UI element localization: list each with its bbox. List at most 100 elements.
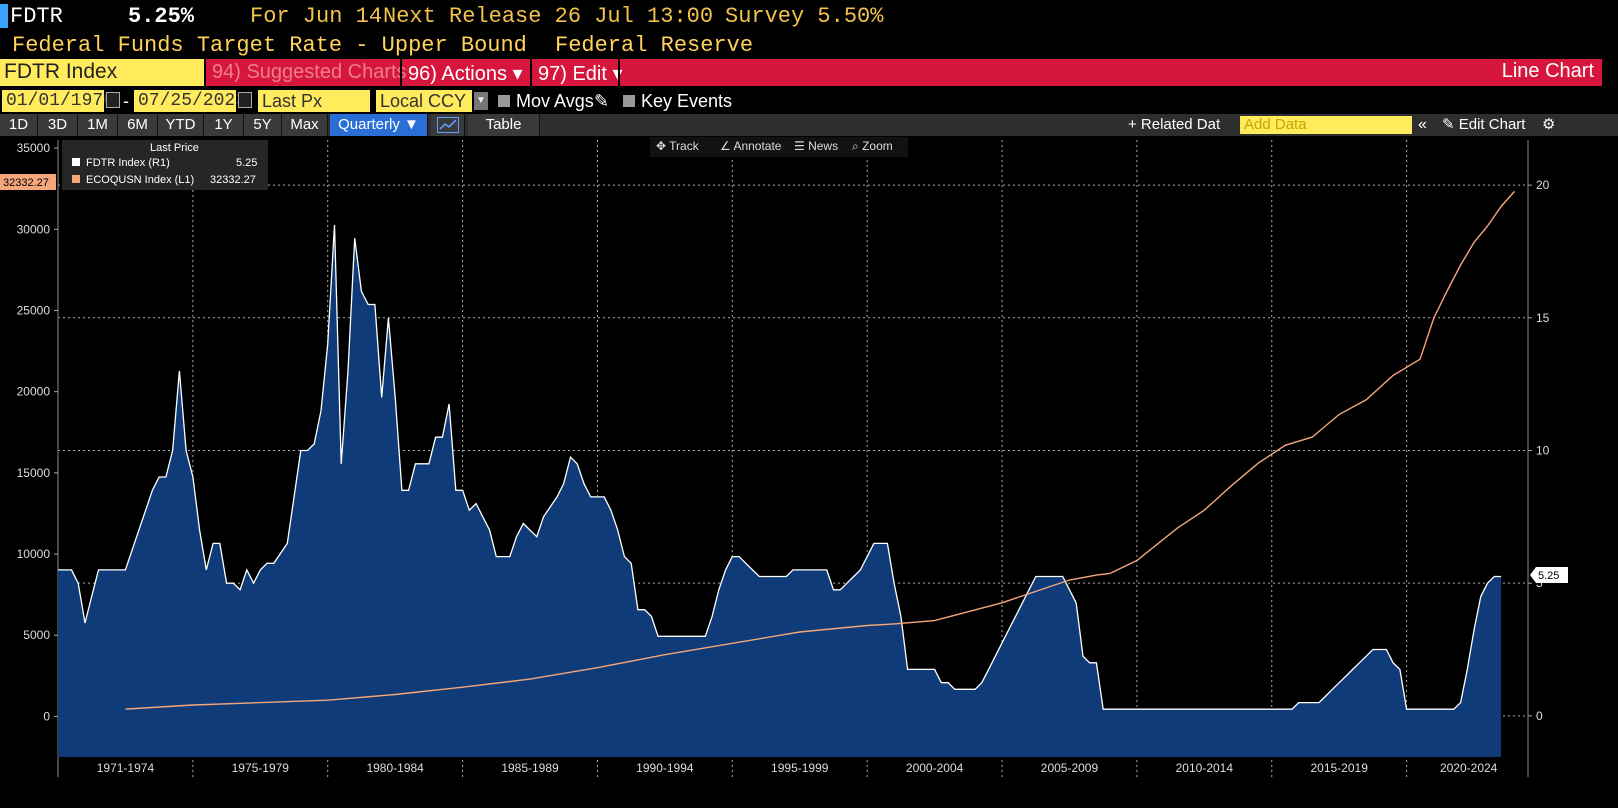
x-tick-label: 2000-2004: [906, 761, 964, 775]
legend-label-fdtr: FDTR Index (R1): [86, 157, 170, 169]
mov-avgs-label: Mov Avgs: [516, 91, 594, 111]
right-tick-label: 20: [1536, 178, 1550, 192]
left-tick-label: 10000: [17, 547, 51, 561]
left-tick-label: 30000: [17, 222, 51, 236]
period-3d-button[interactable]: 3D: [38, 114, 78, 136]
gear-icon[interactable]: ⚙: [1542, 116, 1556, 133]
ticker: FDTR: [10, 4, 63, 29]
source: Federal Reserve: [555, 33, 754, 58]
left-tick-label: 35000: [17, 141, 51, 155]
add-data-input[interactable]: Add Data: [1240, 116, 1412, 134]
legend: Last Price FDTR Index (R1) 5.25 ECOQUSN …: [62, 140, 268, 190]
command-bar: FDTR Index 94) Suggested Charts 96) Acti…: [0, 59, 1602, 86]
x-tick-label: 1985-1989: [501, 761, 559, 775]
actions-menu[interactable]: 96) Actions ▾: [400, 59, 529, 86]
x-tick-label: 1995-1999: [771, 761, 829, 775]
edit-menu[interactable]: 97) Edit ▾: [530, 59, 629, 86]
left-tick-label: 5000: [23, 628, 50, 642]
field-select[interactable]: Last Px: [258, 90, 370, 112]
legend-value-fdtr: 5.25: [236, 157, 257, 169]
legend-background: [62, 140, 268, 190]
left-tick-label: 0: [43, 709, 50, 723]
description: Federal Funds Target Rate - Upper Bound: [12, 33, 527, 58]
period-1m-button[interactable]: 1M: [78, 114, 118, 136]
start-date-input[interactable]: 01/01/1970: [2, 90, 114, 112]
security-description: Federal Funds Target Rate - Upper Bound …: [0, 32, 1618, 58]
security-input[interactable]: FDTR Index: [0, 59, 204, 86]
legend-swatch-fdtr: [72, 158, 80, 166]
right-tick-label: 5: [1536, 576, 1543, 590]
right-tick-label: 10: [1536, 443, 1550, 457]
x-tick-label: 1975-1979: [232, 761, 290, 775]
line-chart-toggle-icon[interactable]: [431, 114, 465, 136]
x-tick-label: 1980-1984: [366, 761, 424, 775]
edit-chart-button[interactable]: ✎ Edit Chart: [1442, 116, 1526, 133]
period-6m-button[interactable]: 6M: [118, 114, 158, 136]
last-price: 5.25%: [128, 4, 195, 29]
period-1y-button[interactable]: 1Y: [204, 114, 244, 136]
right-value-tag-text: 5.25: [1538, 570, 1559, 582]
currency-select[interactable]: Local CCY: [376, 90, 472, 112]
frequency-select[interactable]: Quarterly ▼: [330, 114, 428, 136]
legend-title: Last Price: [150, 142, 199, 154]
x-tick-label: 2015-2019: [1310, 761, 1368, 775]
period-max-button[interactable]: Max: [282, 114, 328, 136]
for-date: For Jun 14: [250, 4, 383, 29]
period-ytd-button[interactable]: YTD: [158, 114, 204, 136]
fdtr-area-fill: [58, 224, 1501, 757]
ecoqusn-line-path: [125, 190, 1516, 710]
legend-value-ecoqusn: 32332.27: [210, 174, 256, 186]
fdtr-line: [58, 224, 1501, 710]
x-tick-label: 2005-2009: [1041, 761, 1099, 775]
x-axis: 1971-1974 1975-1979 1980-1984 1985-1989 1990…: [97, 761, 1498, 775]
ecoqusn-line: [125, 190, 1516, 710]
left-value-tag-text: 32332.27: [3, 177, 49, 189]
legend-swatch-ecoqusn: [72, 175, 80, 183]
right-axis: 0 5 10 15 20: [1528, 178, 1550, 723]
x-tick-label: 2020-2024: [1440, 761, 1498, 775]
annotate-button[interactable]: ∠ Annotate: [720, 139, 782, 153]
related-data-button[interactable]: + Related Dat: [1128, 116, 1221, 133]
right-tick-label: 15: [1536, 311, 1550, 325]
left-tick-label: 20000: [17, 385, 51, 399]
currency-dropdown-icon[interactable]: ▼: [474, 92, 488, 110]
right-value-tag: 5.25: [1530, 567, 1568, 583]
left-axis: 0 5000 10000 15000 20000 25000 30000 35000: [17, 141, 58, 723]
x-tick-label: 1990-1994: [636, 761, 694, 775]
collapse-icon[interactable]: «: [1418, 116, 1427, 133]
key-events-checkbox[interactable]: [623, 95, 635, 107]
key-events-label: Key Events: [641, 91, 733, 111]
end-calendar-icon[interactable]: [238, 92, 252, 108]
zoom-button[interactable]: ⌕ Zoom: [852, 139, 893, 153]
ticker-accent: [0, 4, 8, 28]
mov-avgs-checkbox[interactable]: [498, 95, 510, 107]
edit-chart-label: Edit Chart: [1458, 116, 1526, 133]
left-value-tag: 32332.27: [0, 174, 56, 190]
menu-divider: [618, 59, 620, 86]
toolbar: 1D 3D 1M 6M YTD 1Y 5Y Max Quarterly ▼ Ta…: [0, 114, 1618, 136]
period-1d-button[interactable]: 1D: [0, 114, 38, 136]
chart-type-label[interactable]: Line Chart: [1501, 60, 1594, 82]
chart[interactable]: 0 5000 10000 15000 20000 25000 30000 35000 0 5 10…: [0, 137, 1618, 808]
left-tick-label: 15000: [17, 466, 51, 480]
right-value-tag-box: [1530, 567, 1568, 583]
pencil-icon[interactable]: ✎: [594, 91, 610, 111]
quote-header: FDTR 5.25% For Jun 14 Next Release 26 Ju…: [0, 0, 1618, 32]
end-date-input[interactable]: 07/25/2023: [134, 90, 246, 112]
date-separator: -: [123, 91, 129, 111]
x-tick-label: 1971-1974: [97, 761, 155, 775]
start-calendar-icon[interactable]: [106, 92, 120, 108]
suggested-charts-menu[interactable]: 94) Suggested Charts: [204, 59, 413, 86]
chart-tools-background: [650, 137, 908, 157]
date-range-row: 01/01/1970 - 07/25/2023 Last Px Local CC…: [0, 89, 1618, 113]
fdtr-area: [58, 224, 1501, 757]
survey: Survey 5.50%: [725, 4, 884, 29]
legend-label-ecoqusn: ECOQUSN Index (L1): [86, 174, 194, 186]
period-5y-button[interactable]: 5Y: [244, 114, 282, 136]
left-tick-label: 25000: [17, 303, 51, 317]
track-button[interactable]: ✥ Track: [656, 139, 700, 153]
table-button[interactable]: Table: [468, 114, 540, 136]
chart-tools: ✥ Track ∠ Annotate ☰ News ⌕ Zoom: [650, 137, 908, 157]
left-value-tag-box: [0, 174, 56, 190]
news-button[interactable]: ☰ News: [794, 139, 838, 153]
